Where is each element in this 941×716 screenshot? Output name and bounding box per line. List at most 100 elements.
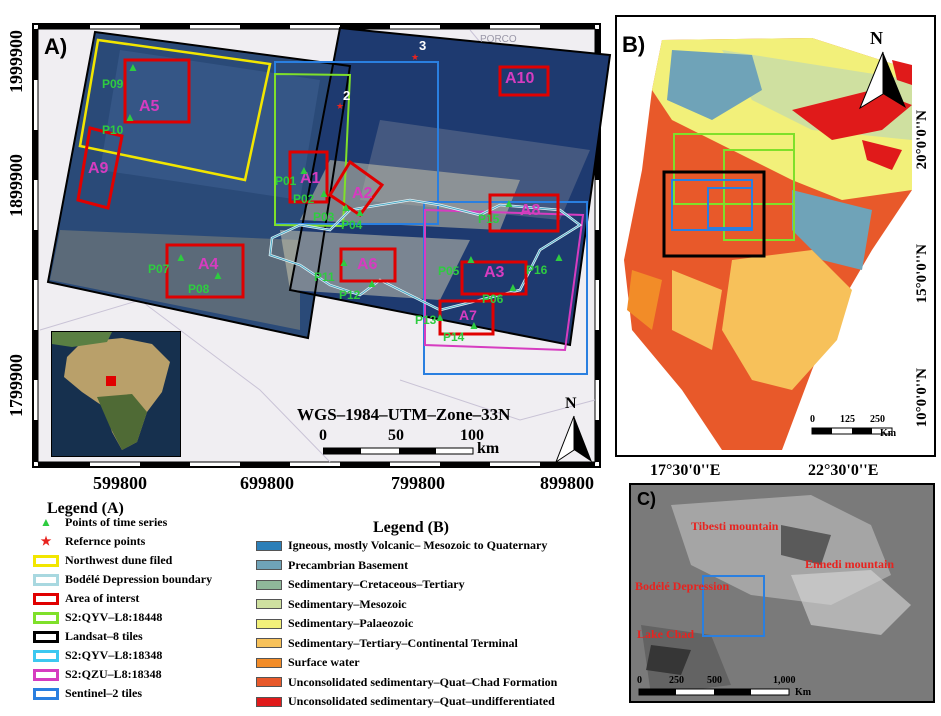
legend-a-label: Bodélé Depression boundary: [65, 572, 213, 586]
panel-b-label: B): [622, 32, 646, 57]
legend-swatch: [33, 573, 59, 586]
north-arrow-icon: [554, 415, 592, 464]
panel-b-scale-unit: Km: [880, 428, 897, 439]
legend-b-label: Sedimentary–Cretaceous–Tertiary: [288, 577, 465, 591]
y-tick-1799900: 1799900: [6, 354, 26, 417]
lon-label-22-30e: 22°30'0''E: [808, 462, 879, 479]
area-label-a3: A3: [484, 264, 505, 281]
ref-star-icon: ★: [411, 52, 420, 62]
legend-b-label: Surface water: [288, 655, 360, 669]
legend-a-item: S2:QZU–L8:18348: [33, 667, 162, 682]
legend-b-item: Unconsolidated sedimentary–Quat–Chad For…: [256, 675, 557, 690]
legend-b-title: Legend (B): [373, 519, 449, 536]
panel-b-north-label: N: [870, 28, 883, 48]
legend-swatch: [33, 611, 59, 624]
legend-a-label: Points of time series: [65, 515, 168, 529]
point-marker: ▲: [507, 280, 519, 294]
place-porco: PORCO: [480, 34, 517, 45]
point-marker: ▲: [366, 276, 378, 290]
point-label-p16: P16: [526, 263, 548, 277]
legend-a-label: Refernce points: [65, 534, 146, 548]
legend-b-item: Igneous, mostly Volcanic– Mesozoic to Qu…: [256, 538, 547, 553]
point-marker: ▲: [503, 196, 515, 210]
point-label-p01: P01: [275, 174, 297, 188]
legend-swatch: [33, 649, 59, 662]
point-label-p09: P09: [102, 77, 124, 91]
legend-a-title: Legend (A): [47, 500, 124, 517]
place-bodele: Bodélé Depression: [635, 579, 730, 593]
legend-swatch: [256, 599, 282, 609]
point-label-p05: P05: [438, 264, 460, 278]
projection-label: WGS–1984–UTM–Zone–33N: [297, 405, 511, 424]
legend-a-item: ▲ Points of time series: [33, 515, 167, 530]
legend-swatch: [256, 618, 282, 629]
panel-a-scale-unit: km: [477, 440, 500, 457]
legend-b-item: Precambrian Basement: [256, 558, 408, 573]
legend-b-label: Sedimentary–Palaeozoic: [288, 616, 414, 630]
panel-a-label: A): [44, 34, 68, 59]
panel-a: A) A5 A9 A1 A2 A4 A6 A3 A8 A7 A10 ▲ ▲ ▲ …: [0, 0, 612, 493]
legend-a-item: Sentinel–2 tiles: [33, 686, 142, 701]
legend-b-label: Sedimentary–Tertiary–Continental Termina…: [288, 635, 518, 650]
area-label-a6: A6: [357, 256, 378, 273]
lat-label-10n: 10°0'0''N: [914, 368, 930, 428]
africa-inset-map: [52, 332, 170, 450]
panel-b: B) N 20°0'0''N 15°0'0''N 10°0'0''N 0 125…: [612, 10, 941, 480]
panel-a-scale-tick-100: 100: [460, 427, 484, 444]
area-label-a9: A9: [88, 160, 109, 177]
area-label-a4: A4: [198, 256, 219, 273]
legend-b-item: Sedimentary–Tertiary–Continental Termina…: [256, 636, 518, 651]
point-marker: ▲: [340, 200, 352, 214]
point-marker: ▲: [298, 163, 310, 177]
panel-c-label: C): [637, 489, 656, 509]
legend-a-item: Northwest dune filed: [33, 553, 172, 568]
lon-label-17-30e: 17°30'0''E: [650, 462, 721, 479]
legend-b-label: Precambrian Basement: [288, 557, 409, 572]
panel-c: C) Tibesti mountain Ennedi mountain Bodé…: [629, 483, 935, 703]
area-a5: [123, 58, 191, 124]
legend-b-label: Unconsolidated sedimentary–Quat–undiffer…: [288, 694, 555, 708]
lat-label-20n: 20°0'0''N: [914, 110, 930, 170]
panel-c-scale-tick-500: 500: [707, 675, 722, 686]
place-ennedi: Ennedi mountain: [805, 557, 895, 571]
legend-a-label: Landsat–8 tiles: [65, 629, 143, 643]
legend-b-item: Sedimentary–Palaeozoic: [256, 616, 413, 631]
legend-a-label: Sentinel–2 tiles: [65, 686, 142, 700]
ref-number-3: 3: [419, 38, 427, 53]
legend-a-item: S2:QYV–L8:18348: [33, 648, 162, 663]
y-tick-1899900: 1899900: [6, 154, 26, 217]
legend-a-item: Area of interst: [33, 591, 139, 606]
panel-a-north-label: N: [565, 395, 577, 412]
point-marker: ▲: [434, 310, 446, 324]
point-label-p02: P02: [293, 192, 315, 206]
y-tick-1999900: 1999900: [6, 30, 26, 93]
area-label-a1: A1: [300, 170, 321, 187]
point-label-p04: P04: [341, 218, 363, 232]
legend-swatch: [256, 540, 282, 551]
point-label-p12: P12: [339, 288, 361, 302]
legend-b-item: Unconsolidated sedimentary–Quat–undiffer…: [256, 694, 555, 709]
point-label-p14: P14: [443, 330, 465, 344]
star-icon: ★: [40, 534, 52, 548]
area-label-a8: A8: [520, 202, 541, 219]
place-tibesti: Tibesti mountain: [691, 519, 779, 533]
legend-b-label: Sedimentary–Mesozoic: [288, 596, 407, 611]
ref-number-2: 2: [343, 88, 351, 103]
point-label-p13: P13: [415, 313, 437, 327]
legend-swatch: [256, 657, 282, 668]
point-marker: ▲: [465, 252, 477, 266]
legend-swatch: [33, 554, 59, 567]
lat-label-15n: 15°0'0''N: [914, 244, 930, 304]
legend-a-label: Area of interst: [65, 591, 140, 605]
legend-swatch: [256, 677, 282, 687]
point-label-p15: P15: [478, 212, 500, 226]
point-marker: ▲: [127, 60, 139, 74]
legend-swatch: [33, 630, 59, 643]
legend-b-label: Igneous, mostly Volcanic– Mesozoic to Qu…: [288, 538, 548, 552]
panel-b-scale-tick-125: 125: [840, 414, 855, 425]
legend-a-item: Bodélé Depression boundary: [33, 572, 212, 587]
panel-b-scale-tick-0: 0: [810, 414, 815, 425]
place-lake-chad: Lake Chad: [637, 627, 695, 641]
legend-swatch: [33, 592, 59, 605]
x-tick-799800: 799800: [391, 473, 445, 493]
